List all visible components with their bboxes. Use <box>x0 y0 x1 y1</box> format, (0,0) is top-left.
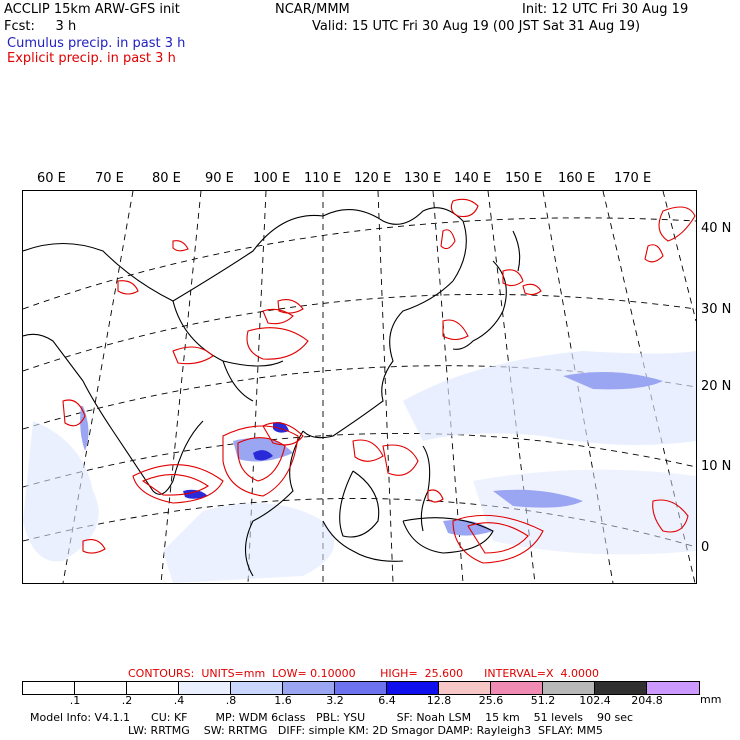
precip-medium <box>80 372 663 536</box>
colorbar-tick-label: 12.8 <box>426 694 452 707</box>
legend-explicit: Explicit precip. in past 3 h <box>7 51 176 66</box>
colorbar-swatch <box>283 682 335 694</box>
lat-label: 30 N <box>701 302 732 317</box>
forecast-hour: Fcst: 3 h <box>4 19 77 34</box>
colorbar-tick-label: 3.2 <box>326 694 344 707</box>
colorbar-swatch <box>23 682 75 694</box>
map-panel <box>22 190 697 584</box>
colorbar-swatch <box>491 682 543 694</box>
colorbar-swatch <box>543 682 595 694</box>
lat-label: 10 N <box>701 459 732 474</box>
colorbar-tick-label: 102.4 <box>579 694 611 707</box>
precip-heavy <box>183 422 289 499</box>
lat-label: 40 N <box>701 221 732 236</box>
lon-label: 140 E <box>454 171 492 186</box>
contours-info: CONTOURS: UNITS=mm LOW= 0.10000 HIGH= 25… <box>128 667 600 680</box>
lat-label: 20 N <box>701 379 732 394</box>
lon-label: 120 E <box>354 171 392 186</box>
colorbar <box>22 681 700 695</box>
colorbar-tick-label: .4 <box>173 694 185 707</box>
colorbar-tick-label: 6.4 <box>378 694 396 707</box>
colorbar-swatch <box>595 682 647 694</box>
lon-label: 60 E <box>37 171 66 186</box>
colorbar-swatch <box>179 682 231 694</box>
legend-cumulus: Cumulus precip. in past 3 h <box>7 36 186 51</box>
precip-map <box>23 191 696 583</box>
lon-label: 130 E <box>404 171 442 186</box>
lat-label: 0 <box>701 540 710 555</box>
colorbar-tick-label: 1.6 <box>274 694 292 707</box>
lon-label: 90 E <box>205 171 234 186</box>
run-title: ACCLIP 15km ARW-GFS init <box>4 2 180 17</box>
model-physics: LW: RRTMG SW: RRTMG DIFF: simple KM: 2D … <box>128 724 603 737</box>
colorbar-swatch <box>335 682 387 694</box>
lon-label: 150 E <box>505 171 543 186</box>
lon-label: 160 E <box>558 171 596 186</box>
institution-label: NCAR/MMM <box>275 2 350 17</box>
lon-label: 170 E <box>614 171 652 186</box>
explicit-precip-contours <box>62 198 696 564</box>
init-time: Init: 12 UTC Fri 30 Aug 19 <box>522 2 689 17</box>
lon-label: 80 E <box>152 171 181 186</box>
colorbar-tick-label: .2 <box>121 694 133 707</box>
colorbar-swatch <box>439 682 491 694</box>
colorbar-tick-label: .1 <box>69 694 81 707</box>
colorbar-tick-label: 25.6 <box>478 694 504 707</box>
lon-label: 70 E <box>95 171 124 186</box>
colorbar-swatch <box>647 682 699 694</box>
model-info: Model Info: V4.1.1 CU: KF MP: WDM 6class… <box>30 711 634 724</box>
colorbar-tick-label: .8 <box>225 694 237 707</box>
colorbar-tick-label: 51.2 <box>530 694 556 707</box>
lon-label: 100 E <box>253 171 291 186</box>
coastlines <box>23 207 521 577</box>
colorbar-swatch <box>75 682 127 694</box>
colorbar-tick-label: 204.8 <box>631 694 663 707</box>
colorbar-swatch <box>127 682 179 694</box>
colorbar-swatch <box>231 682 283 694</box>
lon-label: 110 E <box>304 171 342 186</box>
colorbar-swatch <box>387 682 439 694</box>
colorbar-units: mm <box>700 693 722 706</box>
valid-time: Valid: 15 UTC Fri 30 Aug 19 (00 JST Sat … <box>312 19 641 34</box>
